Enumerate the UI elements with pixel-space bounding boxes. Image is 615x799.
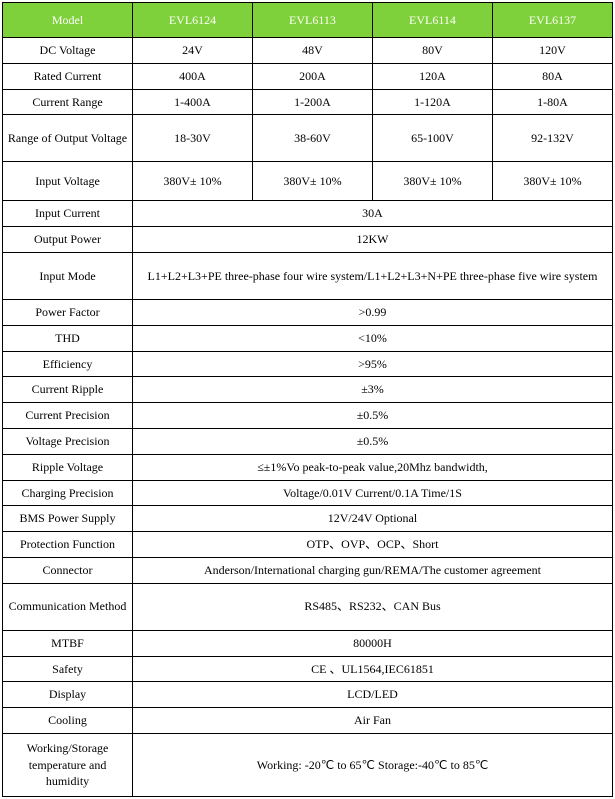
row-label: Current Precision bbox=[3, 403, 133, 429]
row-label: BMS Power Supply bbox=[3, 506, 133, 532]
row-value-span: 30A bbox=[133, 201, 613, 227]
row-value-span: Working: -20℃ to 65℃ Storage:-40℃ to 85℃ bbox=[133, 733, 613, 796]
table-row: DC Voltage24V48V80V120V bbox=[3, 38, 613, 64]
row-label: Voltage Precision bbox=[3, 428, 133, 454]
row-value-span: ±0.5% bbox=[133, 403, 613, 429]
table-row: CoolingAir Fan bbox=[3, 708, 613, 734]
row-value: 1-400A bbox=[133, 89, 253, 115]
table-row: Protection FunctionOTP、OVP、OCP、Short bbox=[3, 532, 613, 558]
table-row: Current Range1-400A1-200A1-120A1-80A bbox=[3, 89, 613, 115]
table-row: MTBF80000H bbox=[3, 630, 613, 656]
row-value-span: RS485、RS232、CAN Bus bbox=[133, 583, 613, 630]
row-label: MTBF bbox=[3, 630, 133, 656]
spec-table: Model EVL6124 EVL6113 EVL6114 EVL6137 DC… bbox=[2, 2, 613, 797]
row-label: Power Factor bbox=[3, 299, 133, 325]
row-label: Ripple Voltage bbox=[3, 454, 133, 480]
row-value-span: ≤±1%Vo peak-to-peak value,20Mhz bandwidt… bbox=[133, 454, 613, 480]
row-label: Display bbox=[3, 682, 133, 708]
table-row: Communication MethodRS485、RS232、CAN Bus bbox=[3, 583, 613, 630]
row-value-span: >0.99 bbox=[133, 299, 613, 325]
table-row: Efficiency>95% bbox=[3, 351, 613, 377]
row-value: 380V± 10% bbox=[253, 162, 373, 201]
row-label: DC Voltage bbox=[3, 38, 133, 64]
row-value-span: Anderson/International charging gun/REMA… bbox=[133, 557, 613, 583]
row-label: Efficiency bbox=[3, 351, 133, 377]
table-row: BMS Power Supply12V/24V Optional bbox=[3, 506, 613, 532]
row-label: Output Power bbox=[3, 227, 133, 253]
row-label: Input Current bbox=[3, 201, 133, 227]
row-value: 1-80A bbox=[493, 89, 613, 115]
row-label: Charging Precision bbox=[3, 480, 133, 506]
row-value: 200A bbox=[253, 63, 373, 89]
row-value: 120A bbox=[373, 63, 493, 89]
row-value: 380V± 10% bbox=[493, 162, 613, 201]
header-col-2: EVL6113 bbox=[253, 3, 373, 38]
row-label: Range of Output Voltage bbox=[3, 115, 133, 162]
row-label: Safety bbox=[3, 656, 133, 682]
row-value-span: LCD/LED bbox=[133, 682, 613, 708]
table-row: Working/Storage temperature and humidity… bbox=[3, 733, 613, 796]
table-row: ConnectorAnderson/International charging… bbox=[3, 557, 613, 583]
table-row: Current Precision±0.5% bbox=[3, 403, 613, 429]
row-label: Current Ripple bbox=[3, 377, 133, 403]
row-value-span: L1+L2+L3+PE three-phase four wire system… bbox=[133, 252, 613, 299]
row-value: 120V bbox=[493, 38, 613, 64]
row-value: 380V± 10% bbox=[373, 162, 493, 201]
row-value: 80A bbox=[493, 63, 613, 89]
row-value-span: OTP、OVP、OCP、Short bbox=[133, 532, 613, 558]
row-value-span: 12KW bbox=[133, 227, 613, 253]
row-value: 92-132V bbox=[493, 115, 613, 162]
row-label: THD bbox=[3, 325, 133, 351]
table-row: Ripple Voltage≤±1%Vo peak-to-peak value,… bbox=[3, 454, 613, 480]
row-label: Input Mode bbox=[3, 252, 133, 299]
row-value-span: ±0.5% bbox=[133, 428, 613, 454]
row-label: Current Range bbox=[3, 89, 133, 115]
table-row: SafetyCE 、UL1564,IEC61851 bbox=[3, 656, 613, 682]
table-row: Output Power12KW bbox=[3, 227, 613, 253]
header-col-3: EVL6114 bbox=[373, 3, 493, 38]
table-row: THD<10% bbox=[3, 325, 613, 351]
table-row: DisplayLCD/LED bbox=[3, 682, 613, 708]
row-value: 38-60V bbox=[253, 115, 373, 162]
row-value-span: 80000H bbox=[133, 630, 613, 656]
row-value: 400A bbox=[133, 63, 253, 89]
row-value-span: ±3% bbox=[133, 377, 613, 403]
row-value: 18-30V bbox=[133, 115, 253, 162]
row-label: Input Voltage bbox=[3, 162, 133, 201]
row-label: Communication Method bbox=[3, 583, 133, 630]
row-value-span: 12V/24V Optional bbox=[133, 506, 613, 532]
row-label: Connector bbox=[3, 557, 133, 583]
row-value: 1-120A bbox=[373, 89, 493, 115]
table-row: Voltage Precision±0.5% bbox=[3, 428, 613, 454]
row-label: Rated Current bbox=[3, 63, 133, 89]
table-row: Input Voltage380V± 10%380V± 10%380V± 10%… bbox=[3, 162, 613, 201]
row-value: 1-200A bbox=[253, 89, 373, 115]
row-value: 24V bbox=[133, 38, 253, 64]
row-value-span: CE 、UL1564,IEC61851 bbox=[133, 656, 613, 682]
table-row: Range of Output Voltage18-30V38-60V65-10… bbox=[3, 115, 613, 162]
row-value: 48V bbox=[253, 38, 373, 64]
header-row: Model EVL6124 EVL6113 EVL6114 EVL6137 bbox=[3, 3, 613, 38]
row-label: Protection Function bbox=[3, 532, 133, 558]
row-value-span: >95% bbox=[133, 351, 613, 377]
table-row: Current Ripple±3% bbox=[3, 377, 613, 403]
table-row: Input Current30A bbox=[3, 201, 613, 227]
row-value-span: <10% bbox=[133, 325, 613, 351]
row-value-span: Air Fan bbox=[133, 708, 613, 734]
row-value-span: Voltage/0.01V Current/0.1A Time/1S bbox=[133, 480, 613, 506]
row-value: 80V bbox=[373, 38, 493, 64]
header-model: Model bbox=[3, 3, 133, 38]
header-col-1: EVL6124 bbox=[133, 3, 253, 38]
table-row: Power Factor>0.99 bbox=[3, 299, 613, 325]
table-row: Input ModeL1+L2+L3+PE three-phase four w… bbox=[3, 252, 613, 299]
row-label: Working/Storage temperature and humidity bbox=[3, 733, 133, 796]
row-value: 380V± 10% bbox=[133, 162, 253, 201]
header-col-4: EVL6137 bbox=[493, 3, 613, 38]
table-row: Charging PrecisionVoltage/0.01V Current/… bbox=[3, 480, 613, 506]
spec-tbody: DC Voltage24V48V80V120VRated Current400A… bbox=[3, 38, 613, 797]
row-value: 65-100V bbox=[373, 115, 493, 162]
row-label: Cooling bbox=[3, 708, 133, 734]
table-row: Rated Current400A200A120A80A bbox=[3, 63, 613, 89]
